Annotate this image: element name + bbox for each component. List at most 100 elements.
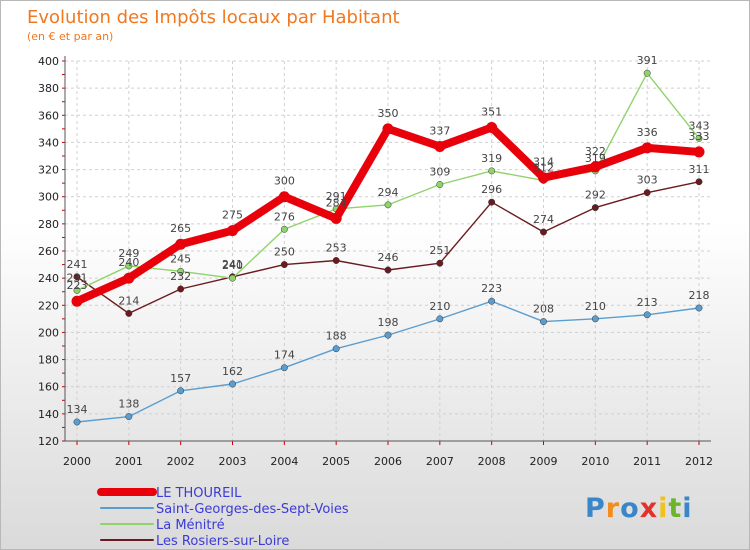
data-label: 350 bbox=[378, 107, 399, 120]
y-tick-label: 120 bbox=[38, 435, 59, 448]
x-tick-label: 2007 bbox=[426, 455, 454, 468]
data-label: 337 bbox=[429, 125, 450, 138]
data-label: 322 bbox=[585, 145, 606, 158]
y-tick-label: 400 bbox=[38, 55, 59, 68]
data-point bbox=[384, 331, 392, 339]
x-tick-label: 2000 bbox=[63, 455, 91, 468]
axes: 120 140 160 180 200 220 240 260 280 300 320 340 360 3… bbox=[38, 55, 713, 468]
data-label: 134 bbox=[67, 403, 88, 416]
data-point bbox=[641, 142, 653, 154]
data-point bbox=[643, 69, 651, 77]
data-label: 333 bbox=[689, 130, 710, 143]
data-point bbox=[71, 295, 83, 307]
data-label: 250 bbox=[274, 246, 295, 259]
legend-label: La Ménitré bbox=[156, 518, 225, 533]
data-label: 246 bbox=[378, 251, 399, 264]
data-label: 251 bbox=[429, 244, 450, 257]
data-point bbox=[643, 311, 651, 319]
data-point bbox=[229, 274, 236, 282]
data-label: 162 bbox=[222, 365, 243, 378]
data-point bbox=[488, 167, 496, 175]
data-label: 210 bbox=[585, 300, 606, 313]
data-point bbox=[73, 286, 81, 294]
chart-subtitle: (en € et par an) bbox=[27, 30, 113, 43]
data-point bbox=[695, 134, 703, 142]
data-point bbox=[125, 413, 133, 421]
data-label: 223 bbox=[481, 282, 502, 295]
data-point bbox=[177, 285, 185, 293]
x-tick-label: 2003 bbox=[219, 455, 247, 468]
data-label: 240 bbox=[118, 256, 139, 269]
data-point bbox=[227, 225, 238, 237]
data-label: 241 bbox=[222, 258, 243, 271]
data-point bbox=[486, 122, 498, 133]
data-point bbox=[384, 201, 392, 209]
data-label: 292 bbox=[585, 189, 606, 202]
data-point bbox=[73, 273, 81, 281]
x-tick-label: 2010 bbox=[581, 455, 609, 468]
y-tick-label: 140 bbox=[38, 408, 59, 421]
brand-letter: r bbox=[606, 493, 620, 524]
data-point bbox=[540, 318, 547, 326]
data-label: 240 bbox=[222, 259, 243, 272]
x-tick-label: 2001 bbox=[115, 455, 143, 468]
data-label: 198 bbox=[378, 316, 399, 329]
data-label: 223 bbox=[67, 279, 88, 292]
data-point bbox=[589, 161, 601, 173]
data-point bbox=[125, 309, 133, 317]
data-label: 303 bbox=[637, 174, 658, 187]
y-tick-label: 320 bbox=[38, 164, 59, 177]
data-label: 276 bbox=[274, 210, 295, 223]
data-point bbox=[695, 178, 703, 186]
data-point bbox=[643, 189, 651, 197]
data-label: 274 bbox=[533, 213, 554, 226]
y-tick-label: 360 bbox=[38, 109, 59, 122]
brand-letter: o bbox=[620, 493, 640, 524]
y-tick-label: 200 bbox=[38, 326, 59, 339]
data-label: 284 bbox=[326, 196, 347, 209]
legend-label: LE THOUREIL bbox=[156, 486, 242, 501]
data-point bbox=[434, 141, 446, 152]
y-tick-label: 380 bbox=[38, 82, 59, 95]
legend: LE THOUREILSaint-Georges-des-Sept-VoiesL… bbox=[97, 486, 349, 549]
data-label: 208 bbox=[533, 303, 554, 316]
data-labels: 241 214 232 241 250 253 246 251 296 274 292 303 311 2… bbox=[67, 54, 710, 416]
data-label: 249 bbox=[118, 247, 139, 260]
data-point bbox=[695, 304, 703, 312]
chart-title: Evolution des Impôts locaux par Habitant bbox=[27, 7, 400, 28]
x-tick-label: 2012 bbox=[685, 455, 713, 468]
data-label: 319 bbox=[481, 152, 502, 165]
data-label: 213 bbox=[637, 296, 658, 309]
data-label: 231 bbox=[67, 271, 88, 284]
data-label: 319 bbox=[585, 152, 606, 165]
x-tick-label: 2005 bbox=[322, 455, 350, 468]
data-point bbox=[436, 181, 444, 188]
data-label: 312 bbox=[533, 161, 554, 174]
data-point bbox=[280, 261, 288, 269]
data-label: 214 bbox=[118, 294, 139, 307]
legend-label: Saint-Georges-des-Sept-Voies bbox=[156, 502, 349, 517]
brand-letter: t bbox=[668, 493, 682, 524]
data-label: 311 bbox=[689, 163, 710, 176]
x-tick-label: 2008 bbox=[478, 455, 506, 468]
y-tick-label: 220 bbox=[38, 299, 59, 312]
y-tick-label: 280 bbox=[38, 218, 59, 231]
legend-label: Les Rosiers-sur-Loire bbox=[156, 534, 289, 549]
y-tick-label: 180 bbox=[38, 354, 59, 367]
brand-letter: x bbox=[640, 493, 658, 524]
data-label: 210 bbox=[429, 300, 450, 313]
data-point bbox=[693, 146, 705, 158]
data-point bbox=[436, 315, 444, 323]
brand-logo: Proxiti bbox=[585, 493, 693, 524]
data-label: 253 bbox=[326, 242, 347, 255]
data-point bbox=[436, 259, 444, 267]
data-point bbox=[591, 315, 599, 323]
data-label: 245 bbox=[170, 252, 191, 265]
x-tick-label: 2009 bbox=[530, 455, 558, 468]
data-label: 241 bbox=[67, 258, 88, 271]
data-label: 291 bbox=[326, 190, 347, 203]
data-label: 275 bbox=[222, 209, 243, 222]
data-point bbox=[488, 198, 496, 206]
data-point bbox=[384, 266, 392, 274]
